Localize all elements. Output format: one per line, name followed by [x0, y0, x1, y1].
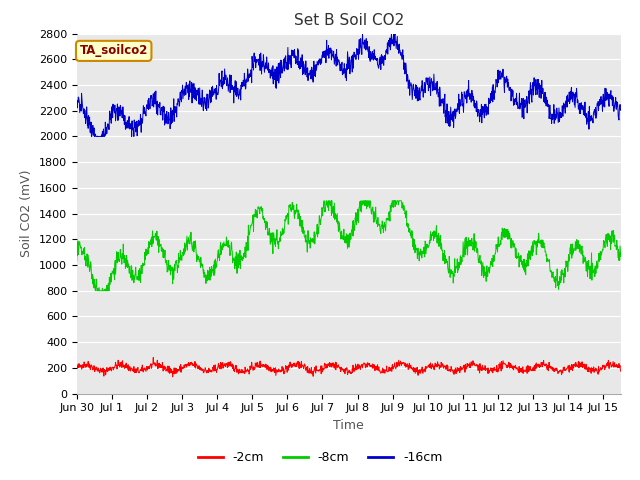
Text: TA_soilco2: TA_soilco2 — [79, 44, 148, 58]
Legend: -2cm, -8cm, -16cm: -2cm, -8cm, -16cm — [193, 446, 447, 469]
Title: Set B Soil CO2: Set B Soil CO2 — [294, 13, 404, 28]
Y-axis label: Soil CO2 (mV): Soil CO2 (mV) — [20, 170, 33, 257]
X-axis label: Time: Time — [333, 419, 364, 432]
